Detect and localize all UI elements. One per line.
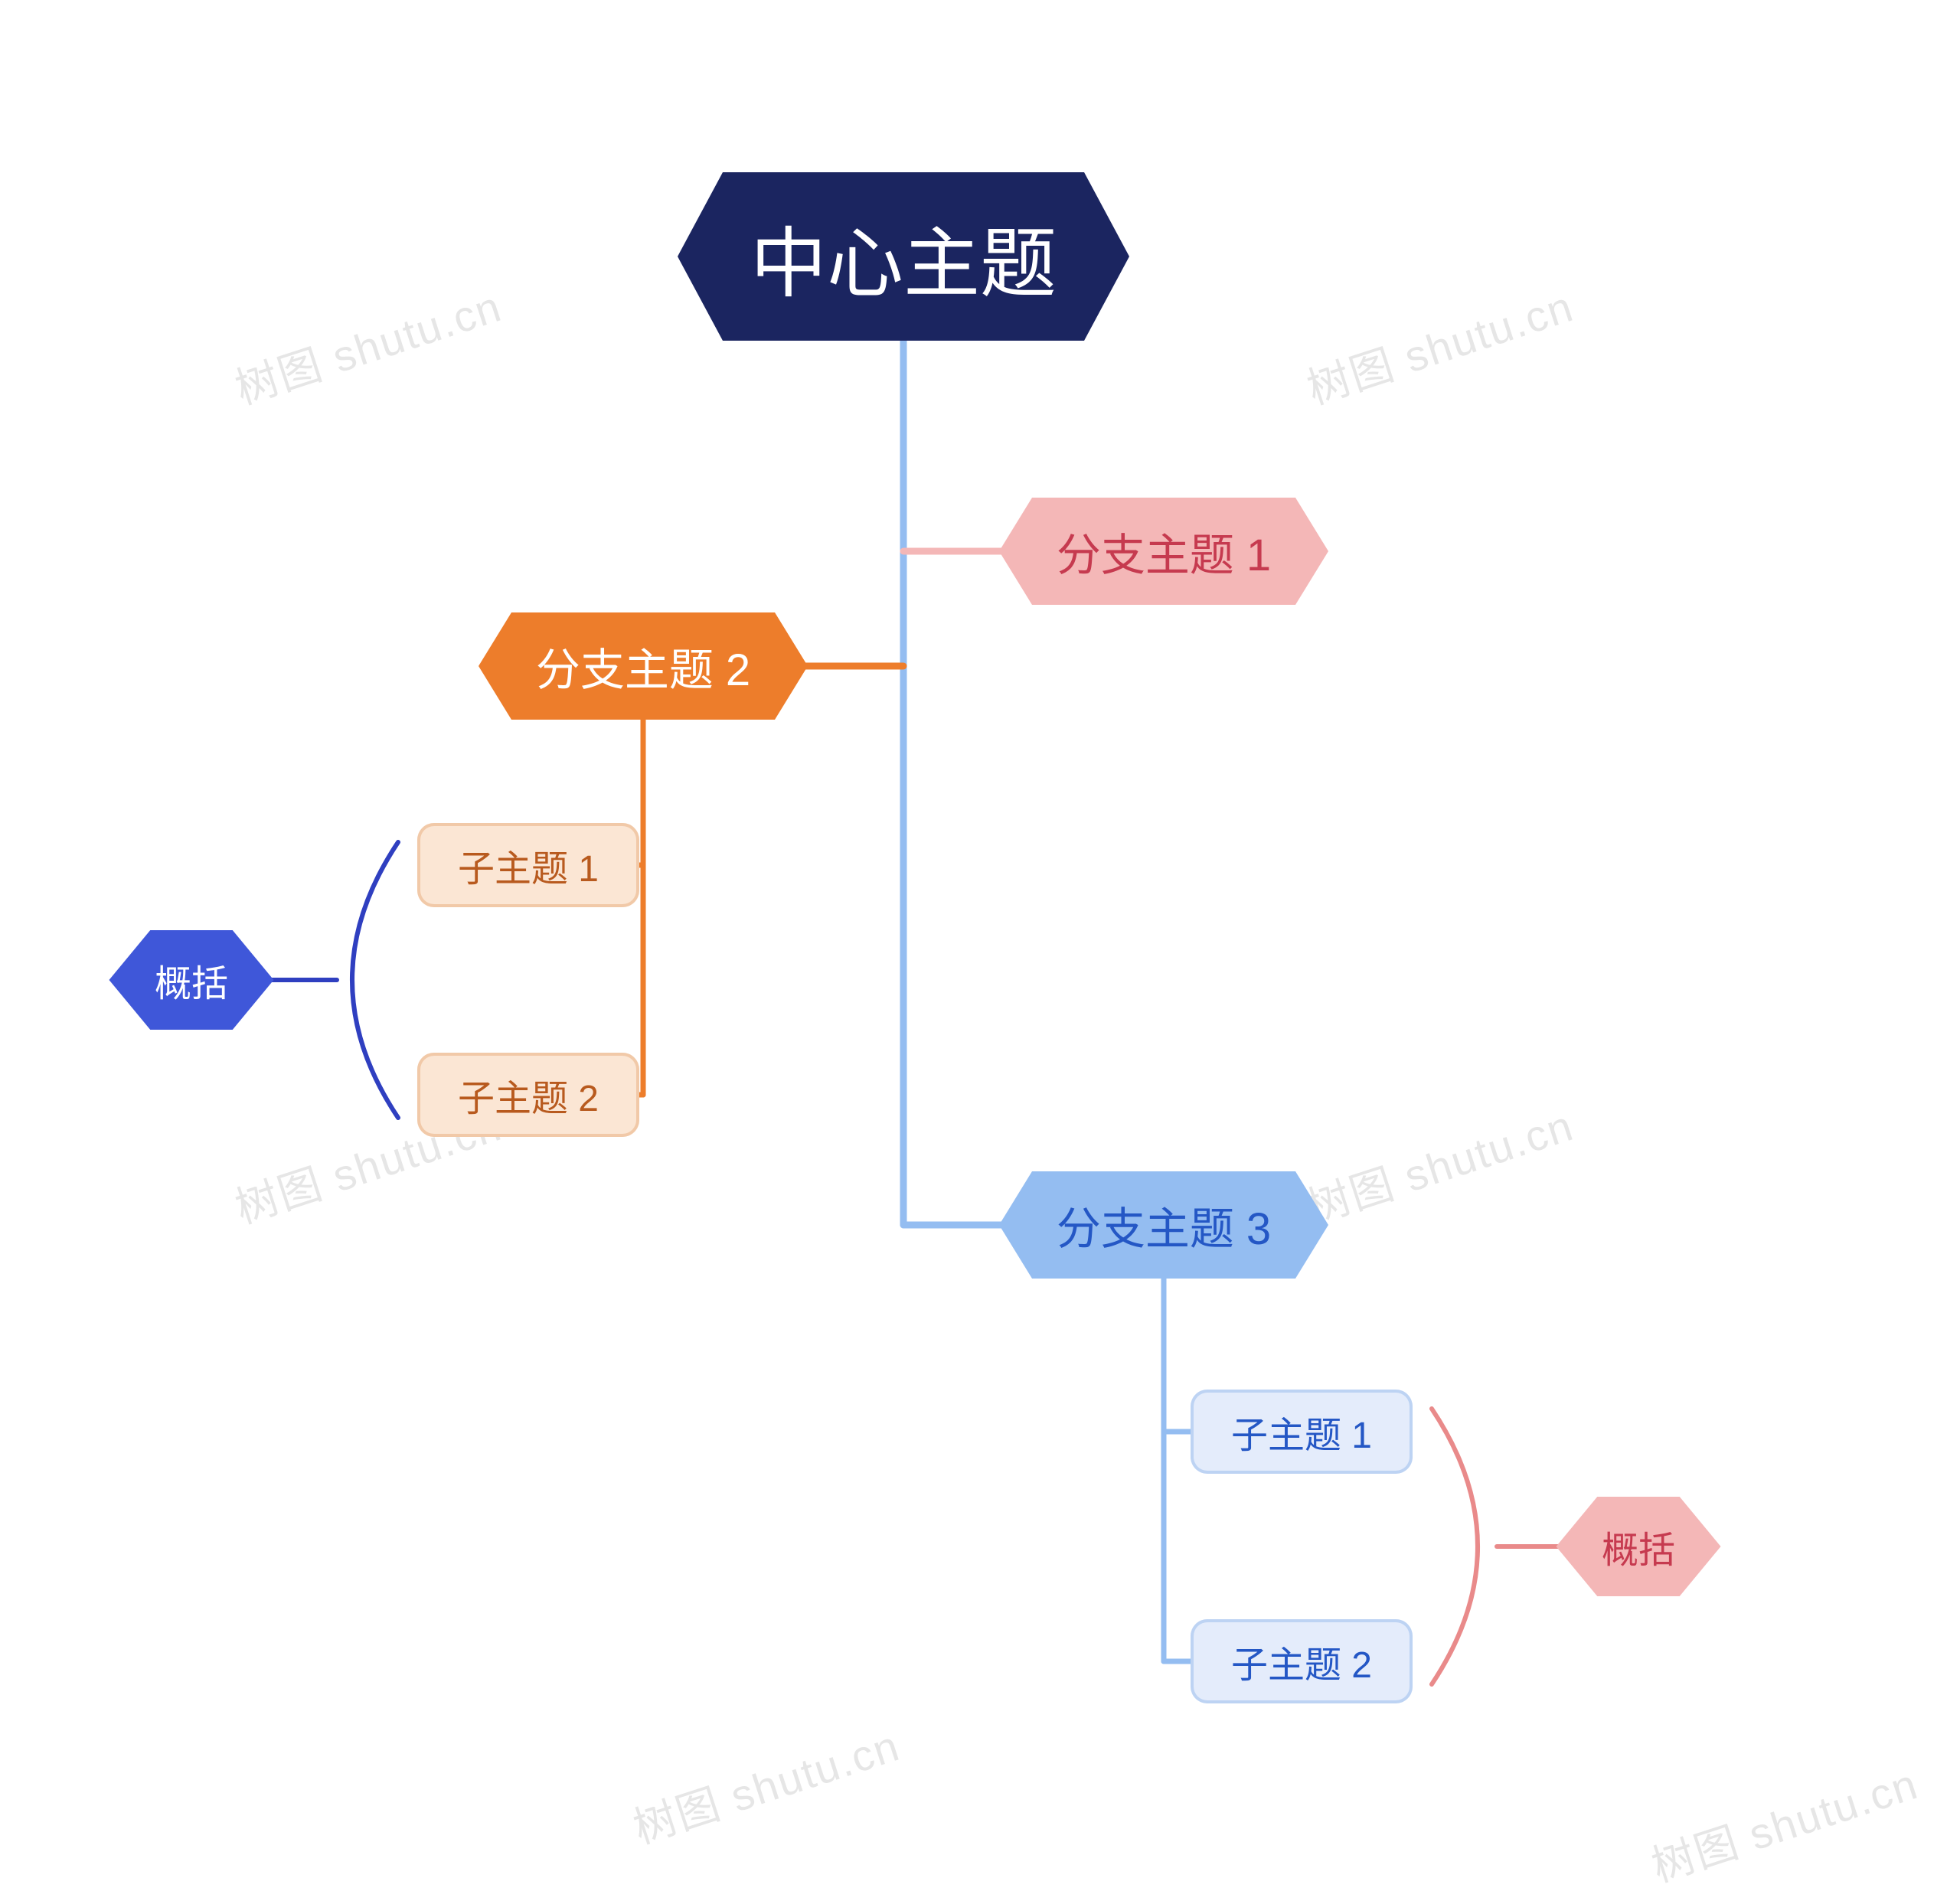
branch-node-3-label: 分支主题 3 xyxy=(1057,1193,1271,1257)
watermark: 树图 shutu.cn xyxy=(625,1712,907,1857)
watermark: 树图 shutu.cn xyxy=(1298,273,1581,417)
summary-node-right-label: 概括 xyxy=(1602,1520,1675,1573)
branch-node-3[interactable]: 分支主题 3 xyxy=(999,1171,1328,1279)
watermark: 树图 shutu.cn xyxy=(1298,1092,1581,1236)
branch-node-2[interactable]: 分支主题 2 xyxy=(479,612,808,720)
branch3-subtopic-2[interactable]: 子主题 2 xyxy=(1191,1619,1413,1703)
branch2-subtopic-2[interactable]: 子主题 2 xyxy=(417,1053,639,1137)
edge-sum-right-arc xyxy=(1432,1409,1478,1684)
watermark: 树图 shutu.cn xyxy=(227,273,509,417)
root-node-label: 中心主题 xyxy=(750,201,1057,312)
branch-node-2-label: 分支主题 2 xyxy=(536,634,750,698)
edge-sum-left-arc xyxy=(352,842,398,1118)
summary-node-right[interactable]: 概括 xyxy=(1557,1497,1721,1596)
branch2-subtopic-1[interactable]: 子主题 1 xyxy=(417,823,639,907)
mindmap-canvas: 树图 shutu.cn 树图 shutu.cn 树图 shutu.cn 树图 s… xyxy=(0,0,1960,1891)
branch2-subtopic-2-label: 子主题 2 xyxy=(458,1068,599,1122)
branch3-subtopic-2-label: 子主题 2 xyxy=(1231,1635,1372,1688)
summary-node-left[interactable]: 概括 xyxy=(109,930,274,1030)
branch-node-1[interactable]: 分支主题 1 xyxy=(999,498,1328,605)
watermark: 树图 shutu.cn xyxy=(1643,1750,1926,1891)
root-node[interactable]: 中心主题 xyxy=(678,172,1129,341)
branch3-subtopic-1-label: 子主题 1 xyxy=(1231,1405,1372,1458)
branch-node-1-label: 分支主题 1 xyxy=(1057,519,1271,583)
summary-node-left-label: 概括 xyxy=(155,953,228,1007)
branch3-subtopic-1[interactable]: 子主题 1 xyxy=(1191,1390,1413,1474)
branch2-subtopic-1-label: 子主题 1 xyxy=(458,838,599,892)
